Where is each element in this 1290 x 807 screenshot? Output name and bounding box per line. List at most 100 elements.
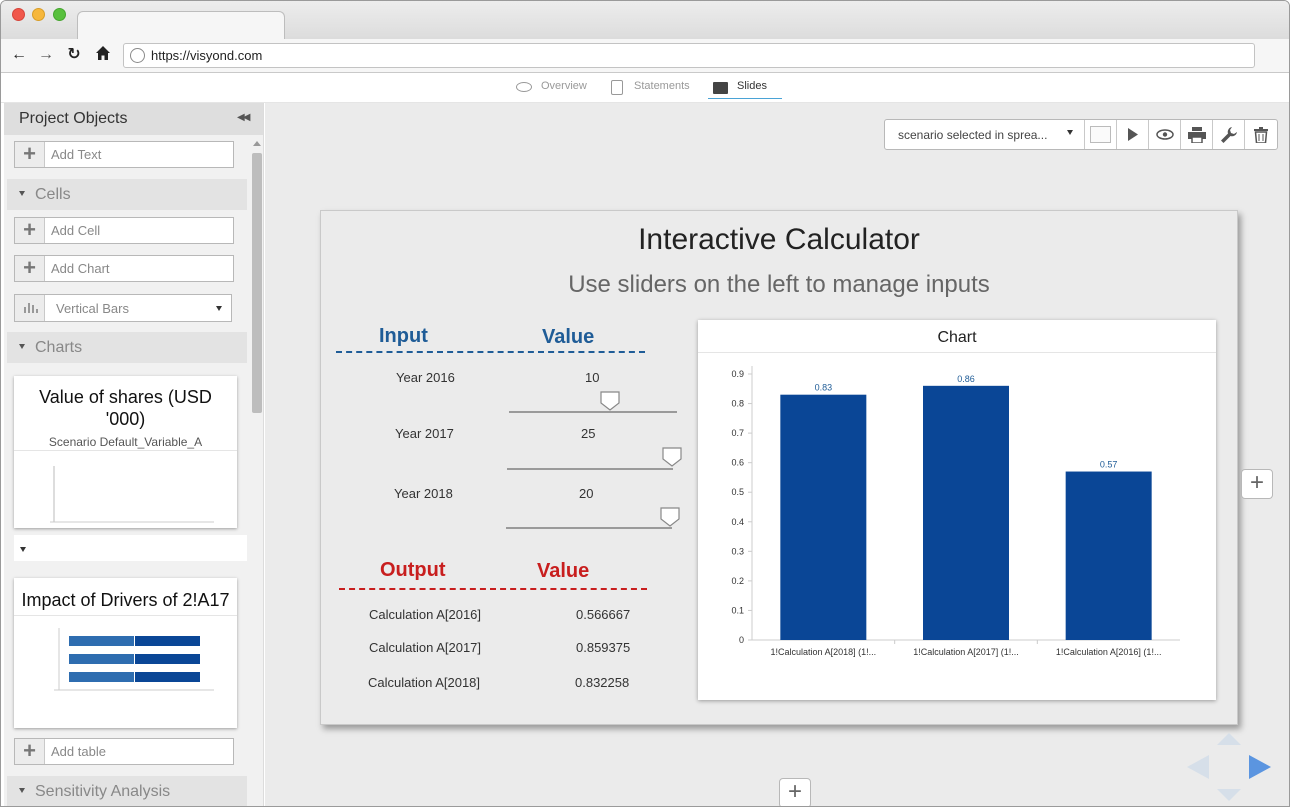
play-button[interactable] bbox=[1117, 120, 1149, 149]
input-header-rule bbox=[336, 351, 645, 353]
add-chart-button[interactable]: + Add Chart bbox=[14, 255, 234, 282]
bar-chart-icon bbox=[15, 295, 45, 321]
chart-thumbnail bbox=[54, 628, 214, 691]
plus-icon: + bbox=[15, 142, 45, 167]
scenario-select-value: scenario selected in sprea... bbox=[898, 128, 1048, 142]
chart-type-select[interactable]: Vertical Bars bbox=[14, 294, 232, 322]
nav-left-icon[interactable] bbox=[1187, 755, 1209, 779]
color-swatch-button[interactable] bbox=[1085, 120, 1117, 149]
chart-card-impact-of-drivers[interactable]: Impact of Drivers of 2!A17 bbox=[14, 578, 237, 728]
slider-handle-2017[interactable] bbox=[662, 447, 682, 467]
slide-toolbar: scenario selected in sprea... bbox=[884, 119, 1278, 150]
chart-bar bbox=[923, 385, 1009, 640]
chart-card-title: Value of shares (USD '000) bbox=[39, 387, 212, 429]
slider-2018[interactable] bbox=[506, 527, 672, 529]
trash-icon bbox=[1254, 127, 1268, 143]
scrollbar-thumb[interactable] bbox=[252, 153, 262, 413]
plus-icon: + bbox=[15, 256, 45, 281]
input-label-2016: Year 2016 bbox=[396, 370, 455, 385]
add-text-label: Add Text bbox=[51, 147, 102, 162]
url-text: https://visyond.com bbox=[151, 48, 263, 63]
reload-icon[interactable]: ↻ bbox=[67, 46, 81, 63]
play-icon bbox=[1128, 128, 1138, 141]
input-label-2017: Year 2017 bbox=[395, 426, 454, 441]
sidebar-header: Project Objects ◀◀ bbox=[4, 103, 263, 135]
chart-thumbnail bbox=[50, 466, 214, 523]
nav-up-icon[interactable] bbox=[1217, 733, 1241, 745]
slider-2017[interactable] bbox=[507, 468, 673, 470]
tab-overview[interactable]: Overview bbox=[541, 80, 587, 92]
scroll-up-icon[interactable] bbox=[253, 141, 261, 146]
settings-button[interactable] bbox=[1213, 120, 1245, 149]
preview-button[interactable] bbox=[1149, 120, 1181, 149]
slider-handle-2016[interactable] bbox=[600, 391, 620, 411]
x-category-label: 1!Calculation A[2018] (1!... bbox=[771, 647, 877, 657]
forward-icon[interactable]: → bbox=[38, 46, 54, 63]
sidebar-scrollbar[interactable] bbox=[249, 135, 263, 806]
y-tick-label: 0.7 bbox=[731, 428, 744, 438]
output-label-2018: Calculation A[2018] bbox=[368, 675, 481, 690]
blank-icon bbox=[1090, 126, 1111, 143]
slide-canvas: scenario selected in sprea... bbox=[265, 103, 1289, 806]
slide-navigator bbox=[1187, 733, 1271, 801]
chart-bar bbox=[780, 394, 867, 640]
caret-down-icon bbox=[19, 344, 25, 349]
add-slide-below-button[interactable]: + bbox=[779, 778, 811, 806]
slide-title: Interactive Calculator bbox=[638, 223, 920, 256]
x-category-label: 1!Calculation A[2016] (1!... bbox=[1056, 647, 1162, 657]
input-value-2018: 20 bbox=[579, 486, 594, 501]
chart-card-options[interactable] bbox=[14, 535, 247, 561]
browser-tab[interactable] bbox=[77, 11, 285, 41]
wrench-icon bbox=[1221, 127, 1237, 143]
y-tick-label: 0.8 bbox=[731, 399, 744, 409]
y-tick-label: 0.6 bbox=[731, 458, 744, 468]
output-value-2017: 0.859375 bbox=[576, 640, 631, 655]
add-text-button[interactable]: + Add Text bbox=[14, 141, 234, 168]
address-bar[interactable]: https://visyond.com bbox=[123, 43, 1255, 68]
chart-bar bbox=[1065, 471, 1152, 640]
tab-statements[interactable]: Statements bbox=[634, 80, 690, 92]
close-window-button[interactable] bbox=[12, 8, 25, 21]
output-label-2016: Calculation A[2016] bbox=[369, 607, 482, 622]
add-table-button[interactable]: + Add table bbox=[14, 738, 234, 765]
minimize-window-button[interactable] bbox=[32, 8, 45, 21]
y-tick-label: 0.4 bbox=[731, 517, 744, 527]
input-label-2018: Year 2018 bbox=[394, 486, 453, 501]
scenario-select[interactable]: scenario selected in sprea... bbox=[885, 120, 1085, 149]
eye-icon bbox=[516, 82, 532, 92]
caret-down-icon bbox=[20, 547, 26, 552]
collapse-sidebar-icon[interactable]: ◀◀ bbox=[237, 112, 250, 123]
slider-2016[interactable] bbox=[509, 411, 677, 413]
chart-card-value-of-shares[interactable]: Value of shares (USD '000) Scenario Defa… bbox=[14, 376, 237, 528]
print-button[interactable] bbox=[1181, 120, 1213, 149]
cells-section-header[interactable]: Cells bbox=[7, 179, 247, 210]
plus-icon: + bbox=[15, 218, 45, 243]
y-tick-label: 0.9 bbox=[731, 369, 744, 379]
chart-card-subtitle: Scenario Default_Variable_A bbox=[48, 435, 203, 449]
print-icon bbox=[1188, 127, 1206, 143]
delete-button[interactable] bbox=[1245, 120, 1277, 149]
bar-value-label: 0.57 bbox=[1100, 460, 1118, 470]
chart-panel[interactable]: Chart 0 0.1 0.2 0.3 0.4 0.5 0.6 0.7 0.8 0.9 0.83 1!… bbox=[698, 320, 1216, 700]
output-value-2016: 0.566667 bbox=[576, 607, 631, 622]
y-tick-label: 0 bbox=[739, 635, 744, 645]
sensitivity-section-header[interactable]: Sensitivity Analysis bbox=[7, 776, 247, 806]
add-cell-button[interactable]: + Add Cell bbox=[14, 217, 234, 244]
slides-icon bbox=[713, 82, 728, 94]
add-slide-right-button[interactable]: + bbox=[1241, 469, 1273, 499]
chart-card-title: Impact of Drivers of 2!A17 bbox=[21, 590, 230, 610]
charts-section-header[interactable]: Charts bbox=[7, 332, 247, 363]
clipboard-icon bbox=[611, 80, 623, 95]
nav-down-icon[interactable] bbox=[1217, 789, 1241, 801]
chevron-down-icon bbox=[1067, 130, 1073, 135]
slide[interactable]: Interactive Calculator Use sliders on th… bbox=[320, 210, 1238, 725]
globe-icon bbox=[130, 48, 145, 63]
cells-section-label: Cells bbox=[35, 186, 71, 203]
maximize-window-button[interactable] bbox=[53, 8, 66, 21]
slider-handle-2018[interactable] bbox=[660, 507, 680, 527]
tab-slides[interactable]: Slides bbox=[737, 80, 767, 92]
nav-right-icon[interactable] bbox=[1249, 755, 1271, 779]
home-icon[interactable] bbox=[93, 45, 113, 65]
back-icon[interactable]: ← bbox=[11, 46, 27, 63]
